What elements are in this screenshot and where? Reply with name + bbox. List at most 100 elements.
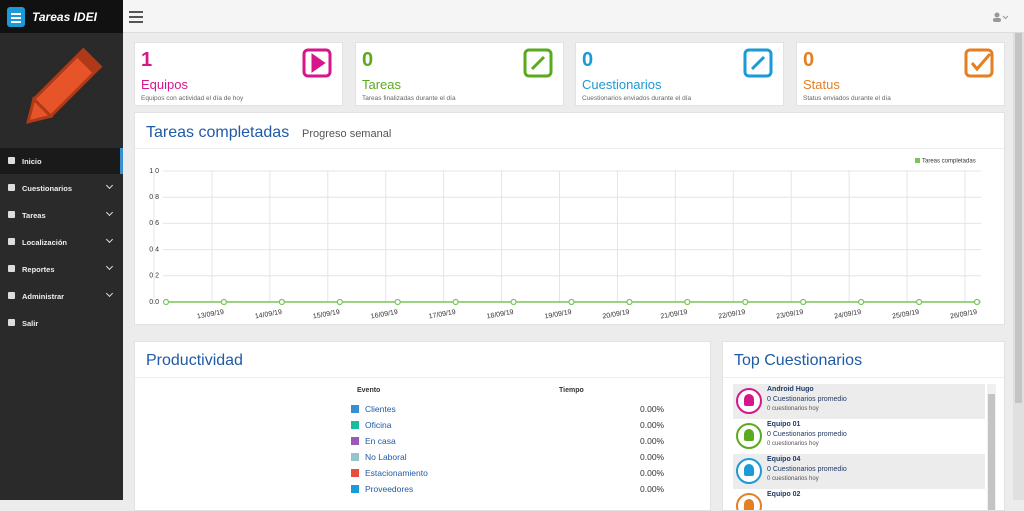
menu-icon	[8, 211, 15, 218]
point	[800, 298, 807, 306]
card-title: Equipos	[141, 77, 188, 92]
point	[510, 298, 517, 306]
swatch	[351, 485, 359, 493]
sidebar: Inicio Cuestionarios Tareas Localización Rep…	[0, 0, 123, 500]
point	[162, 298, 170, 306]
column-header: Evento	[357, 387, 381, 394]
point	[684, 298, 691, 306]
x-tick-label: 19/09/19	[544, 309, 572, 321]
card-subtitle: Equipos con actividad el día de hoy	[141, 95, 244, 102]
card-subtitle: Cuestionarios enviados durante el día	[582, 95, 692, 102]
point	[858, 298, 865, 306]
chevron	[105, 235, 114, 244]
event-name: Clientes	[365, 404, 396, 414]
event-time: 0.00%	[640, 452, 665, 462]
card-value: 0	[362, 49, 374, 71]
brand-name: Tareas IDEI	[32, 10, 97, 24]
event-time: 0.00%	[640, 436, 665, 446]
menu-item[interactable]: Salir	[0, 310, 123, 336]
icon-glyph	[970, 53, 992, 72]
list-item[interactable]: Android Hugo 0 Cuestionarios promedio 0 cu…	[733, 384, 985, 419]
list-item[interactable]: Equipo 01 0 Cuestionarios promedio 0 cuest…	[733, 419, 985, 454]
menu-item[interactable]: Cuestionarios	[0, 175, 123, 201]
list-item[interactable]: Equipo 04 0 Cuestionarios promedio 0 cuest…	[733, 454, 985, 489]
stat-card: 1 Equipos Equipos con actividad el día de …	[134, 42, 343, 106]
hamburger[interactable]	[129, 11, 143, 23]
swatch	[351, 421, 359, 429]
event-name: No Laboral	[365, 452, 407, 462]
event-time: 0.00%	[640, 404, 665, 414]
menu-item[interactable]: Administrar	[0, 283, 123, 309]
x-tick-label: 24/09/19	[834, 309, 862, 321]
point	[915, 298, 923, 306]
x-tick-label: 22/09/19	[718, 309, 746, 321]
card-title: Status	[803, 77, 840, 92]
x-tick-label: 14/09/19	[254, 309, 282, 321]
menu-icon	[8, 157, 15, 164]
pencil-logo	[26, 47, 103, 124]
event-time: 0.00%	[640, 468, 665, 478]
card-value: 0	[582, 49, 594, 71]
swatch	[351, 469, 359, 477]
menu-item[interactable]: Tareas	[0, 202, 123, 228]
menu-icon	[8, 184, 15, 191]
point	[220, 298, 228, 306]
icon-glyph	[530, 55, 546, 71]
x-tick-label: 13/09/19	[197, 309, 225, 321]
menu-icon	[8, 319, 15, 326]
item-name: Equipo 04	[767, 456, 801, 463]
x-tick-label: 18/09/19	[486, 309, 514, 321]
card-value: 1	[141, 49, 153, 71]
point	[742, 298, 749, 306]
chart-title: Tareas completadas	[146, 124, 290, 141]
menu-item[interactable]: Inicio	[0, 148, 123, 174]
user-menu[interactable]	[993, 12, 1009, 22]
icon-shape	[302, 48, 332, 78]
menu-icon	[8, 238, 15, 245]
card-icon	[302, 48, 332, 78]
card-title: Cuestionarios	[582, 77, 662, 92]
menu-item[interactable]: Localización	[0, 229, 123, 255]
x-tick-label: 25/09/19	[892, 309, 920, 321]
x-tick-label: 26/09/19	[950, 309, 978, 321]
point	[394, 298, 401, 306]
swatch	[351, 437, 359, 445]
scrollbar[interactable]	[1013, 33, 1024, 500]
event-name: Oficina	[365, 420, 392, 430]
x-tick-label: 15/09/19	[312, 309, 340, 321]
card-icon	[523, 48, 553, 78]
menu-item[interactable]: Reportes	[0, 256, 123, 282]
card-value: 0	[803, 49, 815, 71]
panel-title: Productividad	[146, 352, 243, 369]
list-item[interactable]: Equipo 02	[733, 489, 985, 510]
swatch	[351, 405, 359, 413]
card-subtitle: Status enviados durante el día	[803, 95, 891, 102]
event-name: Estacionamiento	[365, 468, 428, 478]
chart-panel: Tareas completadas Progreso semanal 0.00…	[134, 112, 1005, 325]
avatar-glyph	[744, 429, 754, 441]
item-name: Equipo 01	[767, 421, 801, 428]
item-name: Equipo 02	[767, 491, 801, 498]
item-name: Android Hugo	[767, 386, 814, 393]
item-today: 0 cuestionarios hoy	[767, 406, 819, 412]
event-time: 0.00%	[640, 484, 665, 494]
item-today: 0 cuestionarios hoy	[767, 441, 819, 447]
avatar-glyph	[744, 499, 754, 510]
point	[278, 298, 285, 306]
avatar-glyph	[744, 394, 754, 406]
item-today: 0 cuestionarios hoy	[767, 476, 819, 482]
x-tick-label: 16/09/19	[370, 309, 398, 321]
item-count: 0 Cuestionarios promedio	[767, 431, 847, 438]
x-tick-label: 21/09/19	[660, 309, 688, 321]
icon-shape	[743, 48, 773, 78]
top-panel: Top Cuestionarios Android Hugo 0 Cuestion…	[722, 341, 1005, 511]
icon-shape	[523, 48, 553, 78]
x-tick-label: 17/09/19	[428, 309, 456, 321]
stat-card: 0 Tareas Tareas finalizadas durante el día	[355, 42, 564, 106]
chevron	[105, 289, 114, 298]
brand-bar: Tareas IDEI	[0, 0, 123, 33]
list-scrollbar[interactable]	[987, 384, 996, 510]
chart-subtitle: Progreso semanal	[302, 128, 392, 140]
point	[626, 298, 633, 306]
